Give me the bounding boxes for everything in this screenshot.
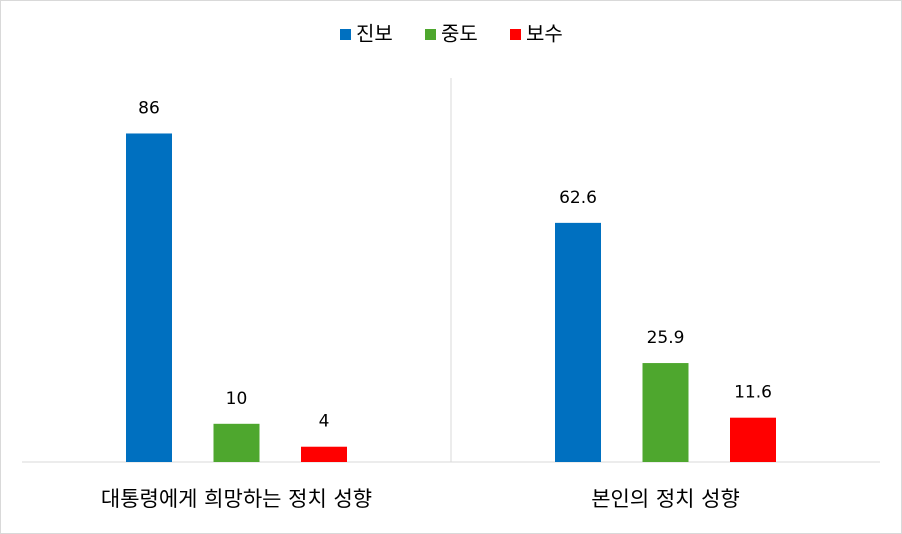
legend-label: 진보 bbox=[356, 22, 393, 46]
bar bbox=[642, 363, 689, 462]
bar bbox=[730, 417, 776, 462]
legend-swatch bbox=[340, 29, 351, 40]
bar bbox=[213, 423, 260, 462]
x-tick-label: 본인의 정치 성향 bbox=[591, 487, 740, 511]
legend-swatch bbox=[510, 29, 521, 40]
x-tick-label: 대통령에게 희망하는 정치 성향 bbox=[101, 487, 372, 511]
value-label: 62.6 bbox=[559, 188, 597, 208]
bar bbox=[301, 446, 347, 462]
value-label: 86 bbox=[138, 98, 160, 118]
bar bbox=[555, 222, 601, 462]
legend-label: 보수 bbox=[526, 22, 563, 46]
value-label: 10 bbox=[226, 389, 248, 409]
legend-label: 중도 bbox=[441, 22, 478, 46]
value-label: 11.6 bbox=[734, 383, 772, 403]
legend-swatch bbox=[425, 29, 436, 40]
bar bbox=[126, 133, 172, 463]
value-label: 25.9 bbox=[647, 328, 685, 348]
value-label: 4 bbox=[319, 412, 330, 432]
